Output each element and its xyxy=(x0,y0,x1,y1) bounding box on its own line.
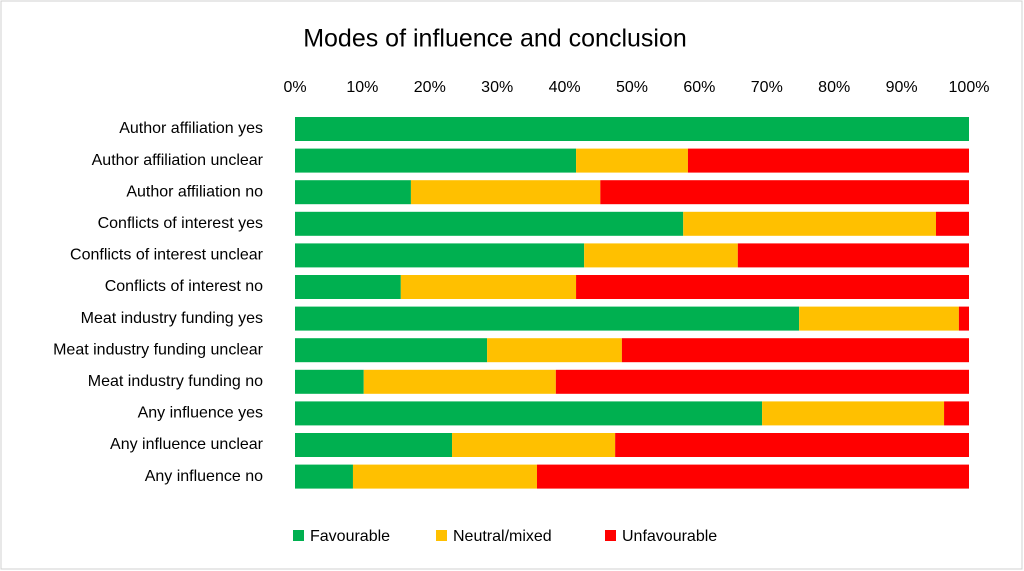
bar-segment xyxy=(452,433,616,457)
x-tick-label: 70% xyxy=(751,79,783,96)
bar-segment xyxy=(799,306,959,331)
bar-segment xyxy=(363,369,556,394)
bar-segment xyxy=(935,211,969,236)
y-tick-label: Any influence unclear xyxy=(110,436,264,453)
legend-label: Neutral/mixed xyxy=(453,528,552,545)
x-tick-label: 30% xyxy=(481,79,513,96)
legend-label: Unfavourable xyxy=(622,528,717,545)
bar-segment xyxy=(295,306,800,331)
bar-segment xyxy=(576,275,969,299)
bar-segment xyxy=(410,180,601,205)
x-tick-label: 20% xyxy=(414,79,446,96)
legend-swatch xyxy=(293,530,304,541)
y-tick-label: Meat industry funding yes xyxy=(81,310,263,327)
bar-segment xyxy=(958,306,969,331)
y-tick-label: Author affiliation no xyxy=(126,183,263,200)
y-tick-label: Conflicts of interest unclear xyxy=(70,247,264,264)
bar-segment xyxy=(295,211,684,236)
bar-segment xyxy=(944,401,969,426)
bar-segment xyxy=(621,338,969,363)
bar-segment xyxy=(615,433,969,457)
bar-segment xyxy=(555,369,969,394)
x-tick-label: 60% xyxy=(683,79,715,96)
x-tick-label: 0% xyxy=(283,79,306,96)
bar-segment xyxy=(576,148,688,173)
bar-segment xyxy=(487,338,622,363)
bar-segment xyxy=(295,243,585,268)
bar-segment xyxy=(295,180,411,205)
y-tick-label: Any influence yes xyxy=(138,405,263,422)
legend-swatch xyxy=(605,530,616,541)
x-tick-label: 90% xyxy=(886,79,918,96)
bar-segment xyxy=(295,338,488,363)
y-tick-label: Author affiliation yes xyxy=(119,120,263,137)
bar-segment xyxy=(737,243,969,268)
y-tick-label: Conflicts of interest no xyxy=(105,278,263,295)
x-tick-label: 80% xyxy=(818,79,850,96)
bar-segment xyxy=(536,464,969,489)
y-tick-label: Author affiliation unclear xyxy=(92,152,264,169)
bar-segment xyxy=(295,369,364,394)
x-tick-label: 10% xyxy=(346,79,378,96)
bar-segment xyxy=(295,433,453,457)
bar-segment xyxy=(762,401,945,426)
bar-segment xyxy=(295,275,401,299)
x-tick-label: 40% xyxy=(549,79,581,96)
bar-segment xyxy=(295,401,763,426)
legend-label: Favourable xyxy=(310,528,390,545)
x-tick-label: 50% xyxy=(616,79,648,96)
bar-segment xyxy=(295,464,353,489)
chart-title: Modes of influence and conclusion xyxy=(303,25,687,53)
y-tick-label: Meat industry funding unclear xyxy=(53,341,264,358)
y-tick-label: Meat industry funding no xyxy=(88,373,263,390)
x-tick-label: 100% xyxy=(949,79,990,96)
bar-segment xyxy=(687,148,969,173)
bar-segment xyxy=(295,117,969,141)
bar-segment xyxy=(352,464,537,489)
bar-segment xyxy=(683,211,936,236)
y-tick-label: Conflicts of interest yes xyxy=(98,215,263,232)
legend-swatch xyxy=(436,530,447,541)
bar-segment xyxy=(600,180,969,205)
y-tick-label: Any influence no xyxy=(145,468,263,485)
bar-segment xyxy=(295,148,577,173)
bar-segment xyxy=(584,243,738,268)
bar-segment xyxy=(400,275,577,299)
